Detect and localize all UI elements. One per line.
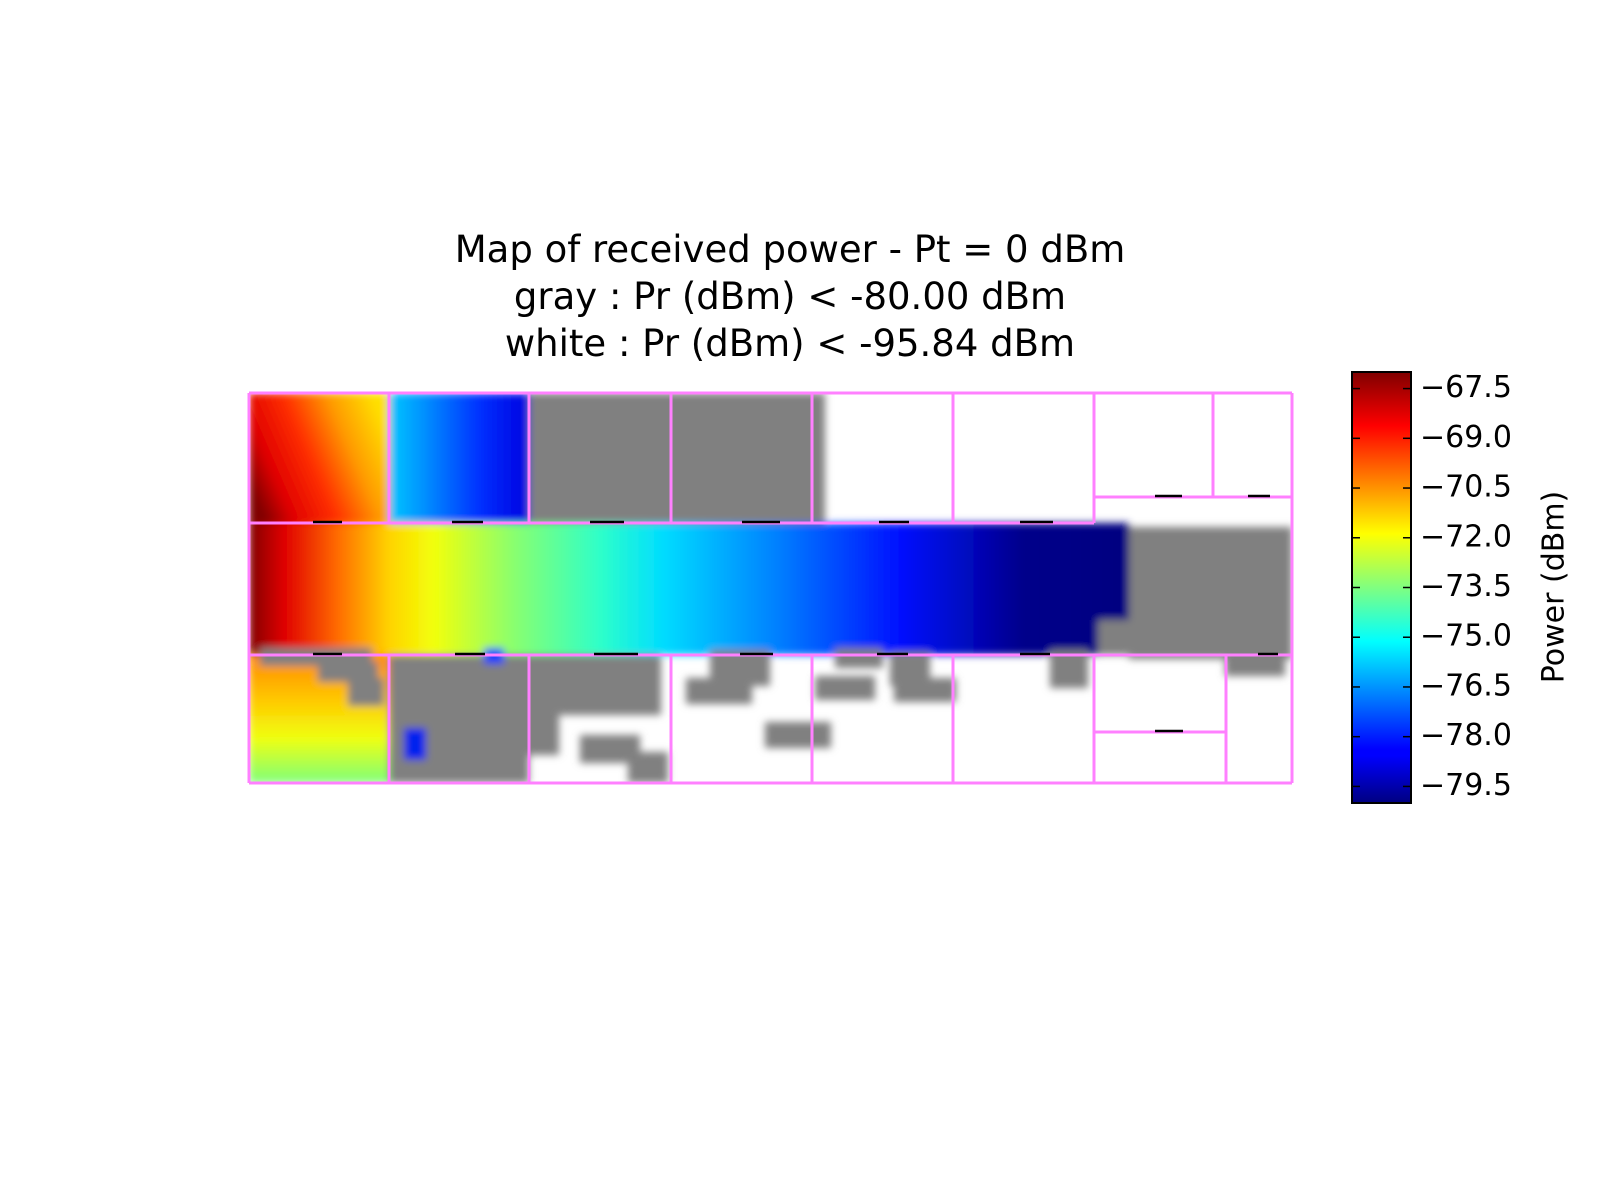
blue-spot xyxy=(404,728,426,760)
room-11-gray-bottom xyxy=(628,752,668,783)
colorbar-gradient xyxy=(1352,372,1411,803)
corridor-end-gray xyxy=(1129,527,1292,659)
colorbar-tick-label: −78.0 xyxy=(1420,718,1512,753)
doors xyxy=(313,494,1278,733)
chart-title-line-1: Map of received power - Pt = 0 dBm xyxy=(454,228,1126,271)
gray-blob-3 xyxy=(765,722,831,748)
gray-patch-1 xyxy=(260,648,372,666)
room-1-coverage xyxy=(249,393,389,523)
chart-title-line-2: gray : Pr (dBm) < -80.00 dBm xyxy=(513,275,1067,318)
colorbar-tick-label: −67.5 xyxy=(1420,370,1512,405)
gray-patch-2 xyxy=(318,662,378,682)
gray-patch-3 xyxy=(348,678,384,706)
gray-blob-4 xyxy=(815,676,875,700)
room-10-gray xyxy=(389,655,529,783)
colorbar-tick-label: −72.0 xyxy=(1420,519,1512,554)
corridor-gray-step xyxy=(1098,620,1138,655)
colorbar-tick-label: −70.5 xyxy=(1420,470,1512,505)
room-11-gray-top xyxy=(529,655,661,715)
chart-title-line-3: white : Pr (dBm) < -95.84 dBm xyxy=(504,322,1076,365)
colorbar-tick-label: −76.5 xyxy=(1420,668,1512,703)
colorbar-tick-label: −73.5 xyxy=(1420,569,1512,604)
colorbar-label: Power (dBm) xyxy=(1537,491,1572,684)
colorbar-tick-label: −69.0 xyxy=(1420,420,1512,455)
colorbar-tick-label: −79.5 xyxy=(1420,768,1512,803)
room-2-coverage xyxy=(389,393,529,523)
corridor-coverage xyxy=(249,523,1129,655)
colorbar: −67.5 −69.0 −70.5 −72.0 −73.5 −75.0 −76.5 −78.0… xyxy=(1351,370,1572,804)
room-11-gray-left xyxy=(529,715,559,755)
colorbar-tick-label: −75.0 xyxy=(1420,619,1512,654)
gray-blob-5 xyxy=(835,648,883,668)
coverage-layer xyxy=(249,393,1292,783)
gray-blob-2 xyxy=(686,678,752,704)
colorbar-ticks: −67.5 −69.0 −70.5 −72.0 −73.5 −75.0 −76.5 −78.0… xyxy=(1352,370,1512,803)
gray-blob-7 xyxy=(894,678,956,702)
floor-plan-map xyxy=(249,393,1292,783)
room-3-4-gray xyxy=(529,393,825,523)
